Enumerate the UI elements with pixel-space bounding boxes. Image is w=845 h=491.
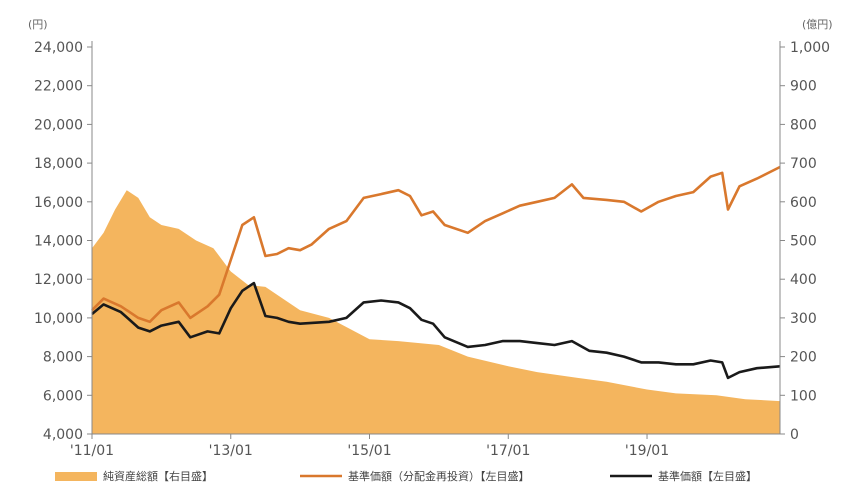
net-assets-area-layer (92, 190, 780, 434)
left-tick-label: 22,000 (34, 79, 83, 95)
legend-label: 基準価額（分配金再投資）【左目盛】 (348, 469, 530, 483)
right-tick-label: 400 (790, 272, 817, 288)
axes: (円) (億円) 4,000 6,000 8,000 10,000 12,000 14,0… (28, 18, 833, 459)
left-tick-label: 20,000 (34, 117, 83, 133)
right-tick-label: 900 (790, 79, 817, 95)
legend-label: 純資産総額【右目盛】 (103, 469, 213, 483)
left-tick-label: 14,000 (34, 234, 83, 250)
x-tick-label: '17/01 (486, 443, 530, 459)
left-axis-unit: (円) (28, 18, 48, 31)
right-axis-unit: (億円) (802, 18, 833, 31)
x-tick-label: '19/01 (625, 443, 669, 459)
right-tick-label: 1,000 (790, 40, 830, 56)
left-tick-label: 16,000 (34, 195, 83, 211)
x-tick-label: '13/01 (209, 443, 253, 459)
legend: 純資産総額【右目盛】 基準価額（分配金再投資）【左目盛】 基準価額【左目盛】 (55, 469, 757, 483)
right-tick-label: 700 (790, 156, 817, 172)
legend-swatch-area (55, 472, 97, 481)
right-tick-label: 300 (790, 311, 817, 327)
x-tick-label: '11/01 (70, 443, 114, 459)
x-tick-label: '15/01 (347, 443, 391, 459)
right-tick-label: 600 (790, 195, 817, 211)
left-tick-label: 18,000 (34, 156, 83, 172)
left-tick-label: 4,000 (43, 427, 83, 443)
left-tick-label: 6,000 (43, 388, 83, 404)
right-tick-label: 500 (790, 234, 817, 250)
series-nav-line (91, 281, 781, 380)
series-nav-reinvested-line (91, 165, 781, 324)
left-tick-label: 8,000 (43, 350, 83, 366)
left-tick-label: 10,000 (34, 311, 83, 327)
legend-label: 基準価額【左目盛】 (658, 469, 757, 483)
left-tick-label: 12,000 (34, 272, 83, 288)
left-tick-label: 24,000 (34, 40, 83, 56)
right-tick-label: 200 (790, 350, 817, 366)
right-tick-label: 0 (790, 427, 799, 443)
series-net-assets-area (92, 190, 780, 434)
right-tick-label: 100 (790, 388, 817, 404)
right-tick-label: 800 (790, 117, 817, 133)
nav-lines-layer (91, 165, 781, 380)
